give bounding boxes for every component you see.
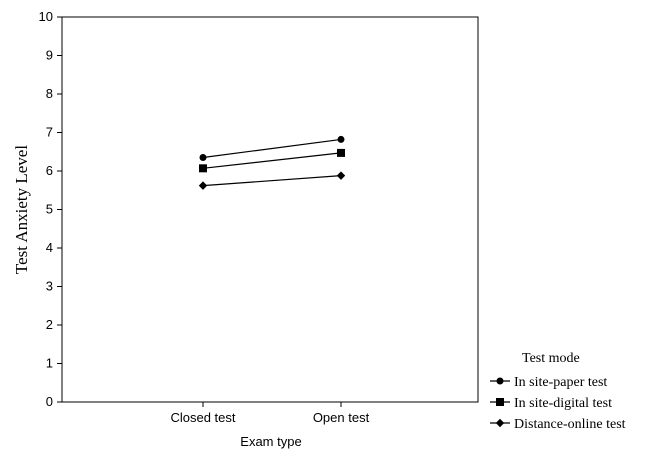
y-tick-label: 3 xyxy=(46,279,53,294)
legend-item: In site-digital test xyxy=(490,396,612,411)
series-1 xyxy=(199,135,345,162)
data-point xyxy=(336,171,346,180)
y-tick-label: 6 xyxy=(46,163,53,178)
legend-label: In site-paper test xyxy=(514,375,607,390)
y-axis: 0 1 2 3 4 5 6 7 8 9 10 xyxy=(39,9,62,409)
x-axis: Closed test Open test xyxy=(170,402,370,425)
y-tick-label: 5 xyxy=(46,202,53,217)
series-3 xyxy=(198,171,346,190)
x-tick-label: Open test xyxy=(313,410,370,425)
legend-title: Test mode xyxy=(522,351,580,366)
x-tick-label: Closed test xyxy=(170,410,235,425)
data-point xyxy=(199,164,207,173)
legend: Test mode In site-paper test In site-digi… xyxy=(490,351,626,432)
legend-label: In site-digital test xyxy=(514,396,612,411)
series-2 xyxy=(199,148,345,173)
series-line xyxy=(202,175,342,187)
legend-label: Distance-online test xyxy=(514,417,626,432)
legend-marker xyxy=(496,398,504,406)
legend-item: Distance-online test xyxy=(490,417,626,432)
legend-marker xyxy=(496,377,504,385)
series-line xyxy=(202,152,342,169)
y-tick-label: 9 xyxy=(46,48,53,63)
series-layer xyxy=(198,135,346,190)
plot-area xyxy=(61,16,479,403)
x-axis-title: Exam type xyxy=(240,434,301,449)
y-tick-label: 7 xyxy=(46,125,53,140)
data-point xyxy=(198,181,208,190)
y-tick-label: 2 xyxy=(46,317,53,332)
series-line xyxy=(202,138,342,159)
y-tick-label: 10 xyxy=(39,9,53,24)
plot-frame xyxy=(61,16,479,403)
y-tick-label: 8 xyxy=(46,86,53,101)
y-tick-label: 1 xyxy=(46,356,53,371)
data-point xyxy=(337,135,345,143)
y-axis-title: Test Anxiety Level xyxy=(12,145,31,274)
y-tick-label: 4 xyxy=(46,240,53,255)
data-point xyxy=(199,154,207,162)
legend-marker xyxy=(495,418,505,428)
y-tick-label: 0 xyxy=(46,394,53,409)
legend-item: In site-paper test xyxy=(490,375,607,390)
data-point xyxy=(337,148,345,157)
